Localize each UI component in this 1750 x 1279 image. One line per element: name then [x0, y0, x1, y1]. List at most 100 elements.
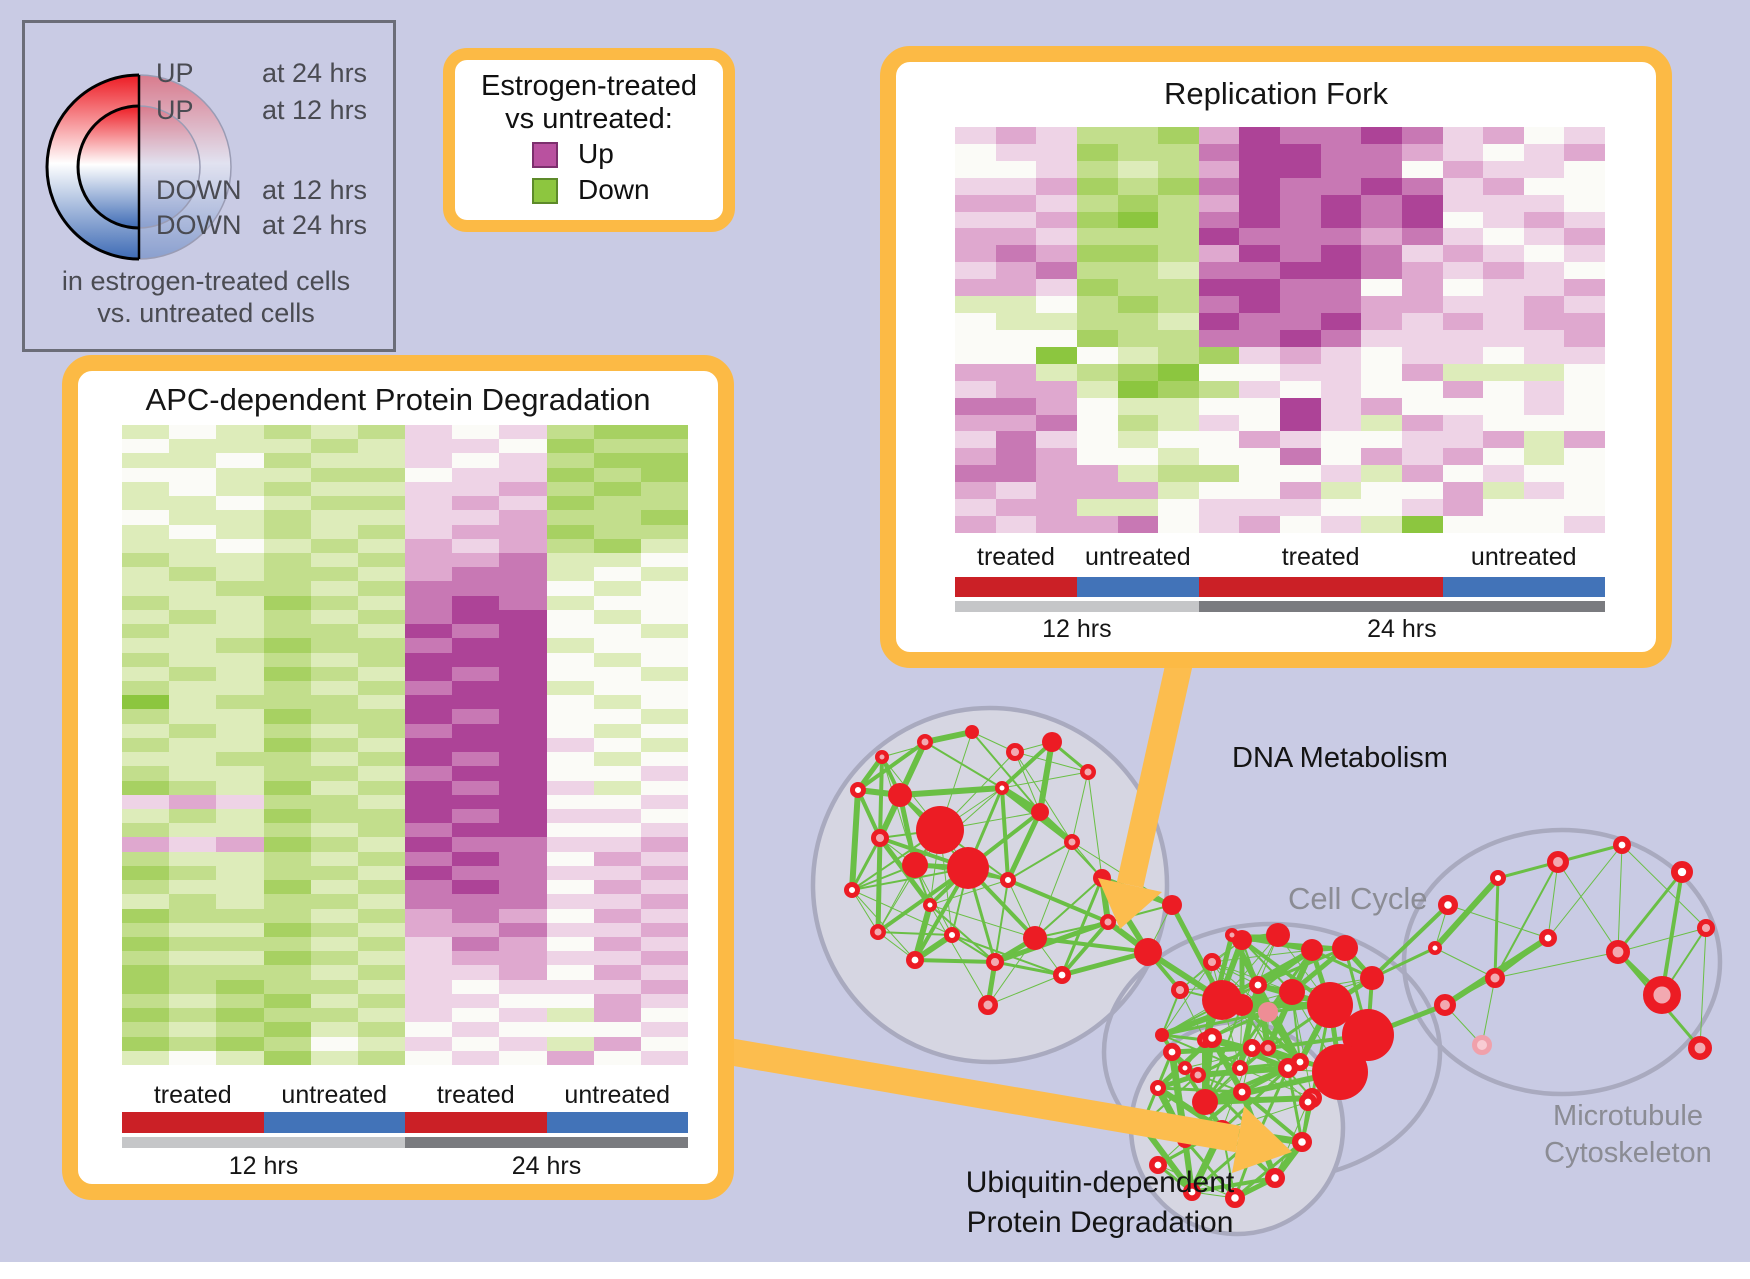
heatmap-cell [1483, 245, 1524, 263]
heatmap-cell [593, 937, 641, 952]
heatmap-cell [1523, 448, 1565, 466]
heatmap-cell [640, 524, 688, 539]
heatmap-cell [310, 553, 358, 568]
heatmap-cell [1280, 482, 1321, 500]
heatmap-cell [1036, 296, 1077, 314]
heatmap-cell [1320, 143, 1362, 161]
heatmap-cell [995, 127, 1037, 144]
heatmap-cell [1158, 279, 1199, 297]
heatmap-cell [1564, 414, 1605, 432]
heatmap-cell [1401, 143, 1443, 161]
heatmap-cell [1320, 448, 1362, 466]
heatmap-cell [452, 922, 500, 937]
heatmap-cell [640, 481, 688, 497]
network-node-ring-white [1277, 1057, 1298, 1078]
heatmap-cell [1198, 245, 1240, 263]
heatmap-cell [1564, 329, 1605, 347]
heatmap-cell [216, 766, 264, 781]
heatmap-cell [122, 510, 170, 525]
heatmap-cell [593, 439, 641, 454]
heatmap-cell [499, 595, 547, 610]
heatmap-cell [955, 397, 996, 415]
heatmap-cell [1483, 465, 1524, 483]
network-node-ring-white [1149, 1156, 1168, 1175]
network-edge [1432, 875, 1501, 951]
heatmap-cell [452, 453, 500, 468]
heatmap-cell [216, 467, 264, 482]
heatmap-cell [499, 823, 547, 838]
heatmap-cell [640, 993, 688, 1009]
heatmap-cell [169, 922, 217, 937]
network-edge [1616, 870, 1684, 954]
heatmap-cell [1523, 177, 1565, 195]
heatmap-cell [169, 723, 217, 738]
heatmap-cell [263, 524, 311, 539]
apc-condition-bar [122, 1112, 688, 1133]
heatmap-cell [1361, 363, 1402, 381]
heatmap-cell [640, 425, 688, 440]
heatmap-cell [640, 837, 688, 852]
heatmap-cell [452, 837, 500, 852]
heatmap-cell [122, 624, 170, 639]
heatmap-cell [1483, 516, 1524, 533]
heatmap-cell [216, 1036, 264, 1051]
condition-group-label: untreated [564, 1081, 671, 1109]
heatmap-cell [357, 894, 405, 909]
heatmap-cell [169, 894, 217, 909]
network-edge [1617, 927, 1707, 953]
heatmap-cell [452, 439, 500, 454]
heatmap-cell [405, 581, 453, 596]
heatmap-cell [1320, 194, 1362, 212]
heatmap-cell [955, 177, 996, 195]
heatmap-cell [1117, 160, 1159, 178]
heatmap-cell [955, 431, 996, 449]
heatmap-cell [1117, 346, 1159, 364]
heatmap-cell [499, 666, 547, 681]
heatmap-cell [216, 908, 264, 923]
heatmap-cell [452, 652, 500, 667]
heatmap-cell [357, 695, 405, 710]
heatmap-cell [1198, 414, 1240, 432]
heatmap-cell [1076, 143, 1118, 161]
heatmap-cell [169, 595, 217, 610]
heatmap-cell [310, 638, 358, 653]
heatmap-cell [1564, 431, 1605, 449]
heatmap-cell [640, 752, 688, 767]
heatmap-cell [1076, 465, 1118, 483]
heatmap-cell [216, 695, 264, 710]
heatmap-cell [216, 723, 264, 738]
heatmap-cell [1036, 380, 1077, 398]
heatmap-cell [122, 439, 170, 454]
heatmap-cell [1117, 245, 1159, 263]
heatmap-cell [1361, 245, 1402, 263]
heatmap-cell [357, 524, 405, 539]
network-edge [929, 904, 996, 963]
heatmap-cell [1158, 160, 1199, 178]
network-edge [1209, 1035, 1245, 1095]
network-edge [929, 904, 1036, 939]
heatmap-cell [1198, 431, 1240, 449]
heatmap-cell [310, 737, 358, 753]
heatmap-cell [122, 425, 170, 440]
heatmap-cell [1523, 431, 1565, 449]
heatmap-cell [216, 993, 264, 1009]
condition-group-label: untreated [1084, 543, 1191, 571]
heatmap-cell [1198, 329, 1240, 347]
replication-condition-bar [955, 577, 1605, 597]
network-edge [1494, 951, 1619, 979]
network-node-ring-white [1249, 975, 1268, 994]
heatmap-cell [169, 695, 217, 710]
heatmap-cell [263, 851, 311, 866]
heatmap-cell [546, 567, 594, 582]
heatmap-cell [640, 723, 688, 738]
heatmap-cell [1523, 346, 1565, 364]
connector-arrowhead-1 [1098, 878, 1162, 929]
heatmap-cell [955, 279, 996, 297]
heatmap-cell [169, 553, 217, 568]
heatmap-cell [263, 1022, 311, 1037]
heatmap-cell [452, 624, 500, 639]
heatmap-cell [122, 780, 170, 795]
heatmap-cell [499, 467, 547, 482]
heatmap-cell [593, 837, 641, 852]
